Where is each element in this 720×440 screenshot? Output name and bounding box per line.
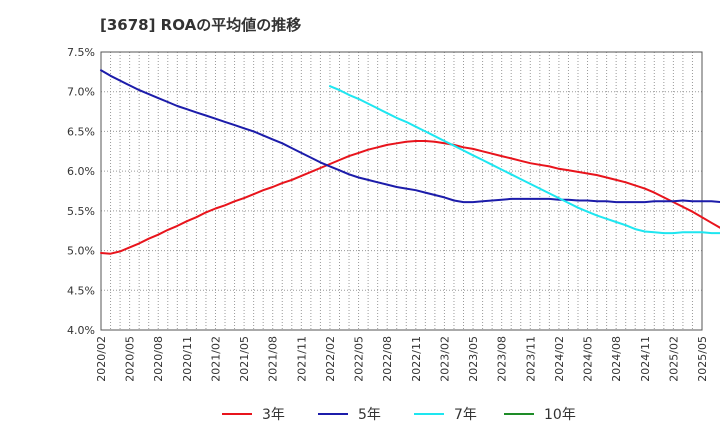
plot-area xyxy=(101,52,702,330)
x-tick-label: 2021/08 xyxy=(267,336,280,382)
x-tick-label: 2022/11 xyxy=(410,336,423,382)
x-tick-label: 2023/11 xyxy=(524,336,537,382)
x-tick-label: 2025/02 xyxy=(667,336,680,382)
x-tick-label: 2021/05 xyxy=(238,336,251,382)
x-tick-label: 2023/02 xyxy=(438,336,451,382)
x-tick-label: 2022/05 xyxy=(353,336,366,382)
series-line-3年 xyxy=(100,140,720,255)
legend-label-10年: 10年 xyxy=(544,407,576,423)
y-tick-label: 4.5% xyxy=(67,284,95,297)
x-tick-label: 2020/05 xyxy=(124,336,137,382)
chart-title: [3678] ROAの平均値の推移 xyxy=(100,16,302,34)
plot-frame xyxy=(100,51,703,331)
x-tick-label: 2025/05 xyxy=(696,336,709,382)
y-tick-label: 4.0% xyxy=(67,324,95,337)
y-tick-label: 5.5% xyxy=(67,205,95,218)
y-tick-label: 7.5% xyxy=(67,46,95,59)
x-tick-label: 2022/02 xyxy=(324,336,337,382)
y-tick-label: 6.0% xyxy=(67,165,95,178)
x-tick-label: 2022/08 xyxy=(381,336,394,382)
x-tick-label: 2020/02 xyxy=(95,336,108,382)
x-tick-label: 2024/05 xyxy=(582,336,595,382)
x-tick-label: 2021/02 xyxy=(209,336,222,382)
x-tick-label: 2023/05 xyxy=(467,336,480,382)
x-tick-label: 2021/11 xyxy=(295,336,308,382)
y-tick-label: 5.0% xyxy=(67,245,95,258)
x-tick-label: 2024/02 xyxy=(553,336,566,382)
x-tick-label: 2020/08 xyxy=(152,336,165,382)
y-tick-label: 7.0% xyxy=(67,86,95,99)
series-line-5年 xyxy=(100,69,720,204)
x-tick-label: 2024/11 xyxy=(639,336,652,382)
legend-label-7年: 7年 xyxy=(454,407,477,423)
x-tick-label: 2023/08 xyxy=(496,336,509,382)
legend-label-3年: 3年 xyxy=(262,407,285,423)
x-tick-label: 2024/08 xyxy=(610,336,623,382)
series-line-7年 xyxy=(329,85,720,235)
legend-label-5年: 5年 xyxy=(358,407,381,423)
y-tick-label: 6.5% xyxy=(67,125,95,138)
x-tick-label: 2020/11 xyxy=(181,336,194,382)
